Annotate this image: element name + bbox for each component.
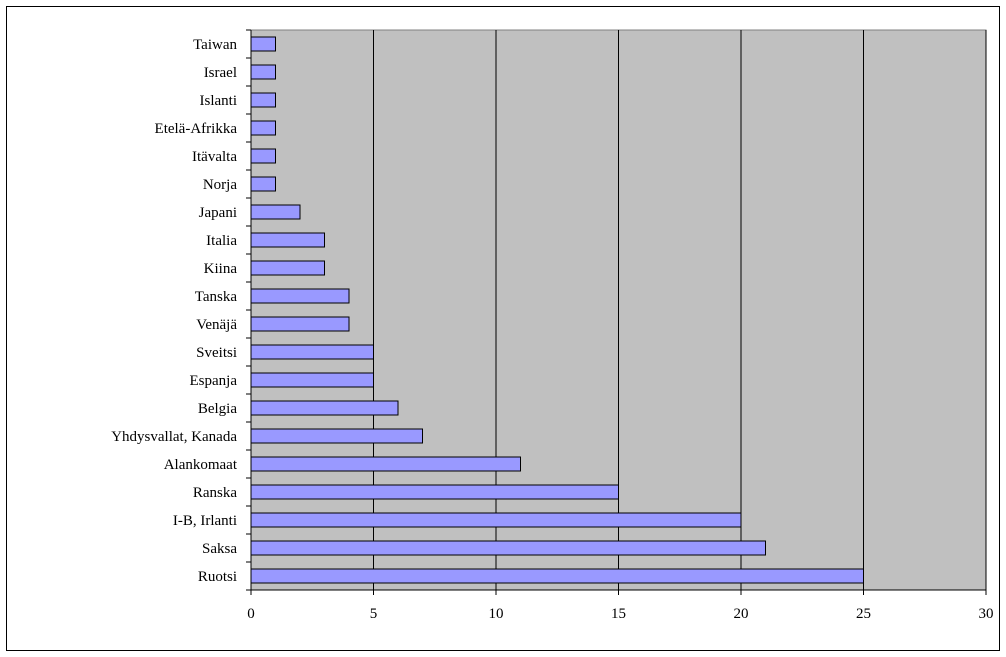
category-label: Etelä-Afrikka: [155, 121, 238, 137]
category-label: Islanti: [200, 93, 238, 109]
bar: [250, 484, 619, 500]
category-label: Belgia: [198, 401, 237, 417]
bar: [250, 400, 399, 416]
category-label: Taiwan: [193, 37, 237, 53]
x-tick-labels: 0 5 10 15 20 25 30: [247, 606, 993, 622]
bar: [250, 64, 276, 80]
x-tick-label: 30: [979, 606, 994, 622]
x-tick-label: 10: [489, 606, 504, 622]
category-label: Japani: [199, 205, 237, 221]
x-tick-label: 0: [247, 606, 255, 622]
category-label: Yhdysvallat, Kanada: [111, 429, 237, 445]
x-tick-label: 20: [734, 606, 749, 622]
category-label: Norja: [203, 177, 237, 193]
bar: [250, 176, 276, 192]
category-label: Ruotsi: [198, 569, 237, 585]
category-label: Itävalta: [192, 149, 237, 165]
category-label: Ranska: [193, 485, 238, 501]
bar: [250, 456, 521, 472]
bar: [250, 512, 742, 528]
category-label: Sveitsi: [196, 345, 237, 361]
category-label: Kiina: [204, 261, 238, 277]
bar: [250, 344, 374, 360]
bar: [250, 288, 350, 304]
bar: [250, 260, 325, 276]
category-label: Israel: [204, 65, 237, 81]
category-label: Venäjä: [196, 317, 237, 333]
bar: [250, 428, 423, 444]
category-label: Italia: [206, 233, 237, 249]
x-tick-label: 25: [856, 606, 871, 622]
bar: [250, 92, 276, 108]
category-label: Saksa: [202, 541, 237, 557]
x-tick-label: 5: [370, 606, 378, 622]
bar: [250, 232, 325, 248]
bar: [250, 120, 276, 136]
category-label: I-B, Irlanti: [173, 513, 237, 529]
bar: [250, 568, 864, 584]
category-label: Tanska: [195, 289, 238, 305]
category-labels: Ruotsi Saksa I-B, Irlanti Ranska Alankomaat Y…: [111, 37, 238, 585]
bar: [250, 148, 276, 164]
bar: [250, 36, 276, 52]
x-tick-label: 15: [611, 606, 626, 622]
gridlines: [373, 30, 987, 590]
bar: [250, 204, 301, 220]
bar: [250, 540, 766, 556]
category-label: Espanja: [190, 373, 238, 389]
category-label: Alankomaat: [164, 457, 238, 473]
bar: [250, 316, 350, 332]
axes: [246, 29, 987, 595]
bar: [250, 372, 374, 388]
bars: [250, 36, 864, 584]
